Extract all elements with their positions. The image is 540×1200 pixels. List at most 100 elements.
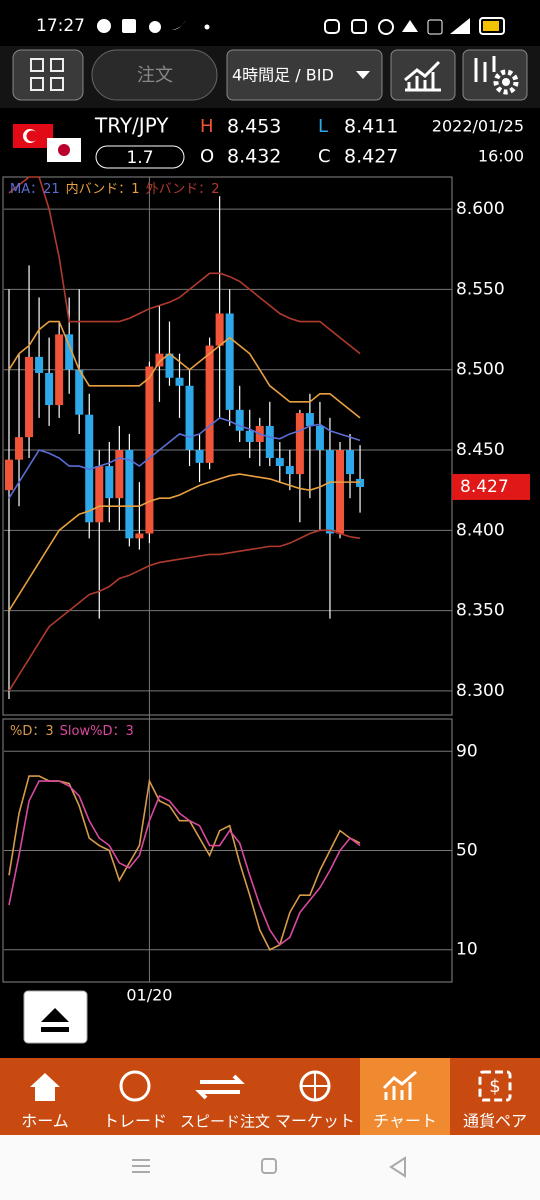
legend-entry: 内バンド：1 xyxy=(66,181,140,197)
y-tick-label: 8.300 xyxy=(456,681,505,701)
last-price-label: 8.427 xyxy=(460,477,509,497)
y-tick-label: 10 xyxy=(456,940,478,960)
candle-body xyxy=(65,334,74,370)
candle-body xyxy=(215,313,224,346)
spread: 1.7 xyxy=(126,148,153,168)
flags xyxy=(13,124,81,162)
candle-body xyxy=(75,369,84,415)
candle-body xyxy=(5,459,13,491)
date: 2022/01/25 xyxy=(432,117,524,136)
spread-box xyxy=(95,145,185,169)
candle-body xyxy=(305,413,314,426)
series-line xyxy=(8,775,361,951)
active-tab xyxy=(360,1058,450,1135)
nav-label: ホーム xyxy=(21,1112,69,1131)
legend-entry: %D：3 xyxy=(10,724,54,739)
candle-body xyxy=(175,377,184,386)
legend-entry: Slow%D：3 xyxy=(60,724,134,739)
legend-entry: MA：21 xyxy=(10,182,60,197)
system-nav xyxy=(0,1135,540,1200)
candle-body xyxy=(275,458,284,467)
system-buttons xyxy=(132,1156,406,1178)
nav-icons: $ xyxy=(30,1070,512,1102)
candle-body xyxy=(235,409,244,431)
candle-body xyxy=(155,353,164,367)
candle-body xyxy=(145,366,154,534)
x-tick-label: 01/20 xyxy=(126,986,172,1005)
symbol: TRY/JPY xyxy=(94,114,169,138)
close: 8.427 xyxy=(344,146,398,168)
y-tick-label: 50 xyxy=(456,841,478,861)
price-panel xyxy=(2,176,453,716)
candle-body xyxy=(195,450,204,463)
nav-label: スピード注文 xyxy=(180,1113,270,1131)
chart-type-button[interactable] xyxy=(390,49,456,101)
dropdown-arrow xyxy=(356,71,370,79)
menu-button[interactable] xyxy=(12,49,84,101)
candle-body xyxy=(346,450,355,475)
candle-body xyxy=(356,478,365,487)
status-time: 17:27 xyxy=(36,16,85,36)
candle-body xyxy=(35,356,44,373)
candle-body xyxy=(265,425,274,459)
legend: %D：3 Slow%D：3 xyxy=(10,724,134,739)
low-label: L xyxy=(318,116,328,137)
y-tick-label: 8.550 xyxy=(456,279,505,299)
candle-body xyxy=(115,450,124,499)
high: 8.453 xyxy=(227,116,281,138)
collapse-button[interactable] xyxy=(23,990,88,1044)
y-tick-label: 90 xyxy=(456,741,478,761)
status-icons xyxy=(97,17,505,35)
candle-body xyxy=(295,413,304,475)
series-line xyxy=(8,473,361,612)
open-label: O xyxy=(200,146,214,167)
high-label: H xyxy=(200,116,214,137)
series-line xyxy=(8,320,361,419)
nav-label: 通貨ペア xyxy=(463,1112,527,1131)
legend: MA：21 内バンド：1 外バンド：2 xyxy=(10,181,220,197)
candle-body xyxy=(245,430,254,442)
timeframe-label: 4時間足 / BID xyxy=(232,66,334,85)
y-tick-label: 8.450 xyxy=(456,440,505,460)
svg-text:$: $ xyxy=(489,1076,500,1097)
nav-label: マーケット xyxy=(275,1112,355,1131)
nav-label: トレード xyxy=(103,1112,167,1131)
y-tick-label: 8.400 xyxy=(456,520,505,540)
candle-body xyxy=(55,334,64,406)
y-tick-label: 8.500 xyxy=(456,360,505,380)
candle-body xyxy=(45,372,54,406)
y-tick-label: 8.600 xyxy=(456,199,505,219)
legend-entry: 外バンド：2 xyxy=(146,182,220,197)
candle-body xyxy=(105,466,114,499)
candle-body xyxy=(185,385,194,451)
candle-body xyxy=(15,437,24,460)
candle-body xyxy=(315,425,324,451)
candle-body xyxy=(335,450,344,534)
series-line xyxy=(8,176,361,355)
candle-body xyxy=(135,533,144,539)
timeframe-select[interactable] xyxy=(226,49,383,101)
candle-body xyxy=(125,450,134,539)
last-price-tag xyxy=(452,473,530,500)
candle-body xyxy=(25,356,34,438)
order-button[interactable] xyxy=(91,49,218,101)
series-line xyxy=(8,780,361,946)
low: 8.411 xyxy=(344,116,398,138)
candle-body xyxy=(285,466,294,475)
y-tick-label: 8.350 xyxy=(456,601,505,621)
time: 16:00 xyxy=(478,147,524,166)
open: 8.432 xyxy=(227,146,281,168)
candle-body xyxy=(95,466,104,523)
series-line xyxy=(8,417,361,499)
candle-body xyxy=(205,345,214,463)
settings-button[interactable] xyxy=(462,49,528,101)
candle-body xyxy=(165,353,174,378)
close-label: C xyxy=(318,146,331,167)
candle-body xyxy=(225,313,234,410)
series-line xyxy=(8,529,361,692)
nav-label: チャート xyxy=(373,1112,437,1131)
candle-body xyxy=(325,450,334,534)
